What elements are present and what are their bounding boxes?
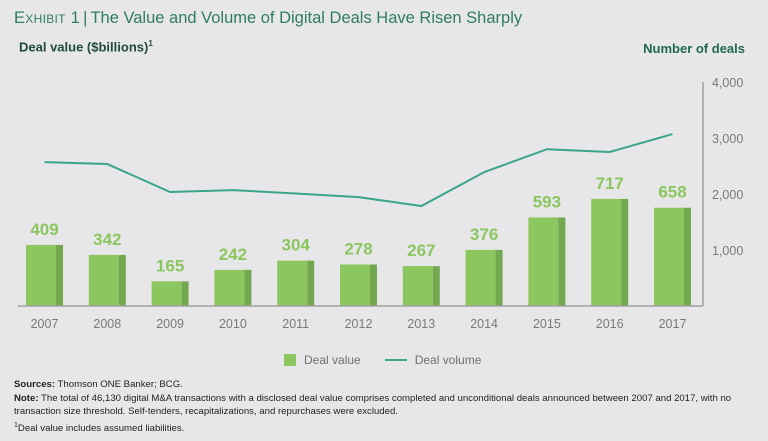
legend-line-swatch	[384, 359, 407, 361]
bar-side-2014	[495, 249, 503, 306]
bar-side-2010	[244, 269, 252, 306]
note-line: Note: The total of 46,130 digital M&A tr…	[14, 392, 754, 419]
left-axis-label: Deal value ($billions)1	[19, 39, 153, 54]
sources-line: Sources: Thomson ONE Banker; BCG.	[14, 378, 754, 392]
right-axis-label: Number of deals	[643, 41, 745, 56]
bar-2013	[402, 266, 433, 306]
exhibit-label: Exhibit 1	[14, 9, 81, 27]
note-text: The total of 46,130 digital M&A transact…	[14, 392, 732, 418]
bar-labels-group: 409 342 165 242 304 278 267 376 593 717 658	[30, 174, 686, 275]
title-text: The Value and Volume of Digital Deals Ha…	[90, 9, 523, 27]
bar-2016	[591, 198, 622, 306]
x-tick-label: 2013	[407, 317, 435, 331]
x-tick-label: 2016	[596, 317, 624, 331]
x-tick-label: 2009	[156, 317, 184, 331]
bar-side-2017	[684, 207, 691, 306]
chart-notes: Sources: Thomson ONE Banker; BCG. Note: …	[14, 378, 754, 435]
legend-bar-swatch	[284, 354, 296, 366]
legend-bar-label: Deal value	[304, 353, 361, 367]
bar-2012	[340, 264, 370, 306]
bar-value-label: 267	[407, 241, 435, 260]
legend-line-label: Deal volume	[414, 353, 482, 367]
bar-2008	[88, 254, 119, 306]
bar-side-2016	[621, 198, 629, 306]
y2-tick-label: 1,000	[712, 244, 743, 258]
x-tick-label: 2007	[31, 317, 59, 331]
left-axis-footnote-mark: 1	[148, 39, 153, 48]
y2-tick-labels-group: 1,000 2,000 3,000 4,000	[712, 76, 743, 258]
volume-line-group	[44, 133, 673, 208]
bar-side-2008	[118, 254, 126, 306]
bar-value-label: 658	[658, 183, 686, 202]
y2-tick-label: 4,000	[712, 76, 743, 90]
bar-side-2012	[370, 264, 377, 306]
bar-2007	[26, 244, 56, 306]
title-separator: |	[83, 9, 88, 27]
note-label: Note:	[14, 392, 39, 404]
bar-value-label: 242	[219, 245, 247, 264]
legend: Deal value Deal volume	[284, 353, 481, 367]
deal-volume-line	[44, 133, 673, 208]
bar-value-label: 376	[470, 225, 498, 244]
bar-side-2015	[558, 217, 566, 306]
sources-label: Sources:	[14, 379, 56, 390]
chart-title: Exhibit 1 | The Value and Volume of Digita…	[14, 9, 522, 28]
bar-value-label: 593	[533, 192, 561, 211]
bar-value-label: 717	[596, 174, 624, 193]
bar-2010	[214, 269, 245, 306]
x-tick-label: 2014	[470, 317, 498, 331]
footnote-mark: 1	[14, 421, 18, 429]
x-tick-label: 2012	[345, 317, 373, 331]
footnote-line: 1Deal value includes assumed liabilities…	[14, 419, 754, 436]
x-tick-label: 2011	[282, 317, 309, 331]
bar-2011	[277, 260, 308, 306]
bar-side-2011	[307, 260, 315, 306]
axes-group	[18, 82, 704, 307]
bar-value-label: 278	[344, 239, 372, 258]
x-tick-label: 2017	[659, 317, 687, 331]
left-axis-label-text: Deal value ($billions)	[19, 39, 149, 55]
x-tick-label: 2010	[219, 317, 247, 331]
x-tick-label: 2015	[533, 317, 561, 331]
y2-tick-label: 2,000	[712, 188, 743, 202]
bar-2015	[528, 217, 559, 306]
bar-2017	[654, 207, 684, 306]
bar-value-label: 409	[30, 220, 58, 239]
y2-tick-label: 3,000	[712, 132, 743, 146]
bar-value-label: 304	[282, 236, 311, 255]
bar-value-label: 342	[93, 230, 121, 249]
bar-side-2013	[432, 266, 440, 306]
bar-side-2007	[56, 244, 63, 306]
bars-group	[26, 198, 691, 306]
bar-value-label: 165	[156, 256, 184, 275]
bar-2014	[465, 249, 496, 306]
sources-text: Thomson ONE Banker; BCG.	[55, 379, 183, 390]
footnote-text: Deal value includes assumed liabilities.	[17, 422, 185, 434]
x-tick-labels-group: 2007 2008 2009 2010 2011 2012 2013 2014 2015 2016…	[31, 317, 687, 331]
x-tick-label: 2008	[93, 317, 121, 331]
bar-2009	[151, 281, 182, 306]
bar-side-2009	[181, 281, 189, 306]
